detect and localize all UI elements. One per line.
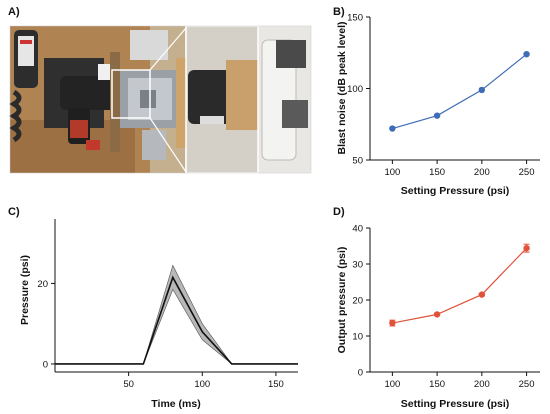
confidence-band	[55, 264, 298, 365]
chart-c-x-ticks: 50 100 150	[123, 372, 284, 390]
y-tick-label: 50	[352, 156, 363, 167]
x-tick-label: 50	[123, 379, 134, 390]
x-tick-label: 100	[194, 379, 210, 390]
panel-label-b: B)	[333, 6, 345, 18]
y-tick-label: 0	[43, 359, 48, 370]
x-tick-label: 100	[384, 379, 400, 390]
panel-label-d: D)	[333, 206, 345, 218]
x-tick-label: 200	[474, 379, 490, 390]
chart-c-y-title: Pressure (psi)	[19, 255, 31, 325]
chart-c-marks	[55, 264, 298, 365]
chart-c-y-ticks: 0 20	[37, 279, 55, 370]
y-tick-label: 10	[352, 332, 363, 343]
series-line	[392, 53, 527, 130]
y-tick-label: 100	[347, 84, 363, 95]
series-line	[55, 275, 298, 365]
chart-d-y-title: Output pressure (psi)	[336, 247, 348, 354]
panel-label-a: A)	[8, 6, 20, 18]
chart-d-y-ticks: 0 10 20 30 40	[352, 224, 370, 379]
x-tick-label: 100	[384, 167, 400, 178]
y-tick-label: 30	[352, 260, 363, 271]
chart-b: 100 150 200 250 50 100 150 Setting Pressure (…	[336, 13, 540, 197]
data-point	[389, 125, 396, 132]
x-tick-label: 250	[519, 167, 535, 178]
data-point	[523, 50, 530, 58]
device-photo	[9, 25, 312, 174]
chart-b-x-title: Setting Pressure (psi)	[401, 185, 510, 197]
chart-d-x-title: Setting Pressure (psi)	[401, 398, 510, 410]
series-line	[392, 247, 528, 324]
chart-c: 50 100 150 0 20 Time (ms) Pressure (psi)	[19, 219, 298, 410]
x-tick-label: 150	[429, 379, 445, 390]
data-point	[389, 319, 396, 327]
data-point	[433, 112, 441, 119]
x-tick-label: 200	[474, 167, 490, 178]
y-tick-label: 20	[352, 296, 363, 307]
y-tick-label: 0	[358, 368, 363, 379]
y-tick-label: 150	[347, 13, 363, 24]
data-point	[523, 244, 530, 252]
chart-d-marks	[389, 243, 530, 327]
chart-b-x-ticks: 100 150 200 250	[384, 160, 535, 178]
chart-b-y-ticks: 50 100 150	[347, 13, 370, 167]
y-tick-label: 20	[37, 279, 48, 290]
data-point	[433, 311, 441, 318]
data-point	[478, 86, 486, 94]
chart-c-x-title: Time (ms)	[151, 398, 200, 410]
chart-d: 100 150 200 250 0 10 20 30 40 Setting Pressure …	[336, 224, 540, 410]
panel-label-c: C)	[8, 206, 20, 218]
x-tick-label: 250	[519, 379, 535, 390]
x-tick-label: 150	[268, 379, 284, 390]
y-tick-label: 40	[352, 224, 363, 235]
x-tick-label: 150	[429, 167, 445, 178]
chart-b-y-title: Blast noise (dB peak level)	[336, 21, 348, 154]
data-point	[478, 291, 486, 298]
chart-d-x-ticks: 100 150 200 250	[384, 372, 535, 390]
chart-b-marks	[389, 50, 530, 132]
